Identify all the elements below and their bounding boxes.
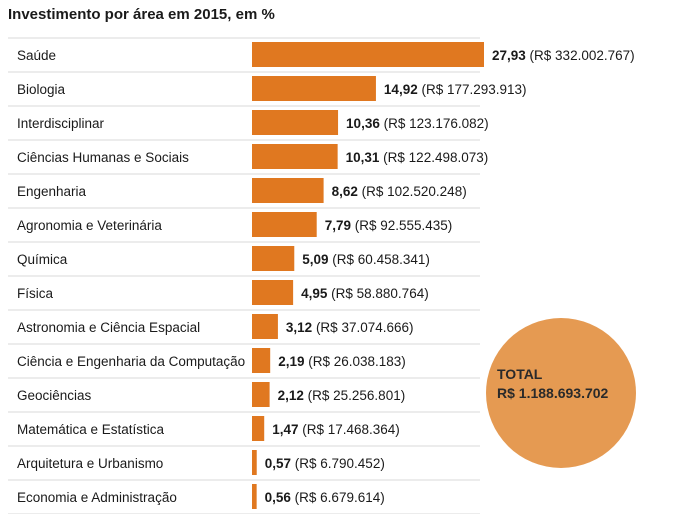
bar — [252, 348, 271, 373]
amount-label: (R$ 102.520.248) — [358, 184, 467, 199]
percent-label: 8,62 — [332, 184, 358, 199]
value-label: 14,92 (R$ 177.293.913) — [384, 82, 527, 97]
percent-label: 3,12 — [286, 320, 312, 335]
amount-label: (R$ 177.293.913) — [418, 82, 527, 97]
value-label: 2,19 (R$ 26.038.183) — [278, 354, 406, 369]
value-label: 10,31 (R$ 122.498.073) — [346, 150, 489, 165]
percent-label: 0,57 — [265, 456, 291, 471]
bar — [252, 416, 265, 441]
percent-label: 7,79 — [325, 218, 351, 233]
percent-label: 4,95 — [301, 286, 328, 301]
category-label: Engenharia — [17, 184, 87, 199]
percent-label: 2,19 — [278, 354, 304, 369]
amount-label: (R$ 26.038.183) — [304, 354, 405, 369]
amount-label: (R$ 332.002.767) — [526, 48, 635, 63]
value-label: 27,93 (R$ 332.002.767) — [492, 48, 635, 63]
bar — [252, 76, 376, 101]
value-label: 10,36 (R$ 123.176.082) — [346, 116, 489, 131]
bar — [252, 450, 257, 475]
value-label: 1,47 (R$ 17.468.364) — [272, 422, 400, 437]
bar — [252, 484, 257, 509]
amount-label: (R$ 123.176.082) — [380, 116, 489, 131]
category-label: Geociências — [17, 388, 92, 403]
category-label: Ciências Humanas e Sociais — [17, 150, 189, 165]
bar — [252, 212, 317, 237]
category-label: Física — [17, 286, 53, 301]
total-value: R$ 1.188.693.702 — [497, 385, 609, 401]
category-label: Interdisciplinar — [17, 116, 105, 131]
bar — [252, 144, 338, 169]
category-label: Matemática e Estatística — [17, 422, 165, 437]
value-label: 3,12 (R$ 37.074.666) — [286, 320, 414, 335]
total-badge — [486, 318, 636, 468]
percent-label: 2,12 — [278, 388, 304, 403]
bar — [252, 42, 484, 67]
percent-label: 14,92 — [384, 82, 418, 97]
percent-label: 27,93 — [492, 48, 526, 63]
value-label: 5,09 (R$ 60.458.341) — [302, 252, 430, 267]
bar — [252, 280, 294, 305]
amount-label: (R$ 6.790.452) — [291, 456, 385, 471]
bar — [252, 314, 278, 339]
category-label: Economia e Administração — [17, 490, 177, 505]
percent-label: 10,36 — [346, 116, 380, 131]
amount-label: (R$ 37.074.666) — [312, 320, 413, 335]
value-label: 8,62 (R$ 102.520.248) — [332, 184, 467, 199]
bar — [252, 246, 295, 271]
percent-label: 0,56 — [265, 490, 292, 505]
bar — [252, 178, 324, 203]
amount-label: (R$ 122.498.073) — [379, 150, 488, 165]
percent-label: 1,47 — [272, 422, 298, 437]
amount-label: (R$ 6.679.614) — [291, 490, 385, 505]
category-label: Arquitetura e Urbanismo — [17, 456, 163, 471]
amount-label: (R$ 25.256.801) — [304, 388, 405, 403]
value-label: 2,12 (R$ 25.256.801) — [278, 388, 406, 403]
value-label: 4,95 (R$ 58.880.764) — [301, 286, 429, 301]
bar — [252, 382, 270, 407]
bar — [252, 110, 339, 135]
amount-label: (R$ 92.555.435) — [351, 218, 452, 233]
total-label: TOTAL — [497, 366, 543, 382]
category-label: Astronomia e Ciência Espacial — [17, 320, 200, 335]
value-label: 7,79 (R$ 92.555.435) — [325, 218, 453, 233]
amount-label: (R$ 17.468.364) — [298, 422, 399, 437]
percent-label: 10,31 — [346, 150, 380, 165]
amount-label: (R$ 58.880.764) — [327, 286, 428, 301]
value-label: 0,56 (R$ 6.679.614) — [265, 490, 385, 505]
category-label: Biologia — [17, 82, 66, 97]
category-label: Ciência e Engenharia da Computação — [17, 354, 245, 369]
percent-label: 5,09 — [302, 252, 328, 267]
chart-title: Investimento por área em 2015, em % — [8, 6, 275, 23]
value-label: 0,57 (R$ 6.790.452) — [265, 456, 385, 471]
category-label: Agronomia e Veterinária — [17, 218, 162, 233]
amount-label: (R$ 60.458.341) — [329, 252, 430, 267]
category-label: Saúde — [17, 48, 56, 63]
category-label: Química — [17, 252, 68, 267]
